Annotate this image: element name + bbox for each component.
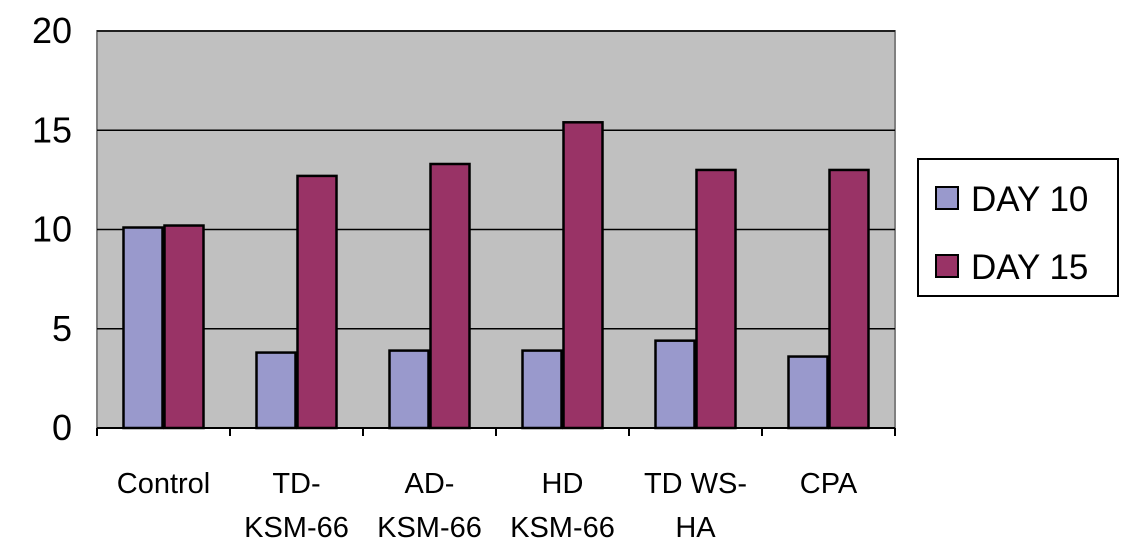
x-ticks	[96, 428, 896, 436]
bar-day-10-1	[255, 351, 297, 430]
bar-day-15-0	[163, 224, 205, 430]
category-labels: Control TD- KSM-66 AD- KSM-66 HD KSM-66 TD WS- H…	[117, 468, 858, 544]
category-label: KSM-66	[377, 512, 482, 544]
legend-label-day-15: DAY 15	[971, 248, 1088, 287]
bar-day-10-4	[654, 339, 696, 430]
category-label: HD	[542, 468, 584, 500]
bar-day-10-2	[388, 349, 430, 430]
category-label: KSM-66	[510, 512, 615, 544]
bar-day-15-3	[562, 121, 604, 430]
y-tick-label: 10	[32, 209, 72, 250]
bar-day-15-4	[695, 168, 737, 430]
y-tick-label: 5	[52, 308, 72, 349]
y-tick-label: 20	[32, 10, 72, 51]
legend-swatch-day-15	[935, 254, 959, 278]
bar-day-15-5	[828, 168, 870, 430]
bar-day-10-5	[787, 355, 829, 430]
category-label: AD-	[405, 468, 455, 500]
y-tick-label: 0	[52, 407, 72, 448]
bar-day-15-1	[296, 174, 338, 430]
category-label: KSM-66	[244, 512, 349, 544]
legend-label-day-10: DAY 10	[971, 180, 1088, 219]
gridlines	[97, 30, 895, 330]
y-tick-label: 15	[32, 109, 72, 150]
bar-day-10-0	[122, 226, 164, 430]
category-label: TD WS-	[644, 468, 747, 500]
y-tick-labels: 0 5 10 15 20	[32, 10, 72, 448]
category-label: Control	[117, 468, 211, 500]
bar-day-15-2	[429, 162, 471, 430]
legend: DAY 10 DAY 15	[917, 158, 1119, 297]
category-label: CPA	[800, 468, 858, 500]
category-label: HA	[675, 512, 716, 544]
category-label: TD-	[272, 468, 320, 500]
bar-day-10-3	[521, 349, 563, 430]
legend-swatch-day-10	[935, 186, 959, 210]
